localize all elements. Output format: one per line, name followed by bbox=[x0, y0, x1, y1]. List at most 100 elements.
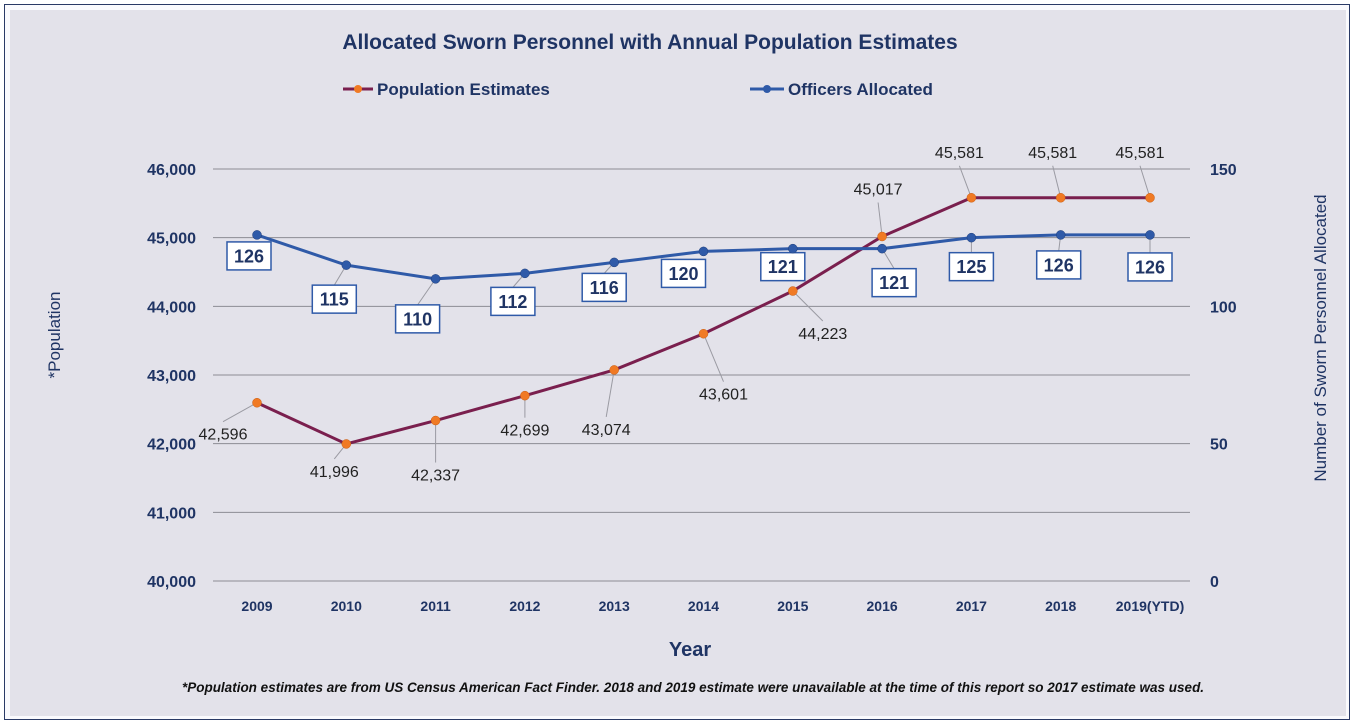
population-point bbox=[252, 397, 262, 408]
population-point bbox=[520, 390, 530, 401]
population-point bbox=[788, 286, 798, 296]
left-tick-label: 42,000 bbox=[147, 437, 196, 454]
population-line bbox=[256, 196, 1150, 446]
officers-label-box bbox=[871, 267, 917, 298]
population-leader-line bbox=[605, 369, 615, 418]
population-data-label: 45,017 bbox=[854, 181, 903, 198]
gridlines bbox=[213, 168, 1190, 582]
officers-label-box bbox=[760, 251, 806, 282]
x-axis-ticks: 2009 2010 2011 2012 2013 2014 2015 2016 2017 2018… bbox=[241, 598, 1184, 614]
population-data-label: 44,223 bbox=[798, 326, 847, 343]
x-axis-label: Year bbox=[669, 639, 711, 661]
series-officers: 126 115 110 112 116 120 121 121 125 126 126 bbox=[226, 230, 1173, 334]
population-data-label: 41,996 bbox=[310, 464, 359, 481]
population-point bbox=[341, 439, 352, 449]
population-leader-line bbox=[1139, 165, 1151, 198]
population-data-label: 45,581 bbox=[1116, 145, 1165, 162]
chart-panel bbox=[10, 10, 1346, 716]
officers-data-label: 126 bbox=[1135, 257, 1165, 277]
left-tick-label: 40,000 bbox=[147, 574, 196, 591]
population-data-label: 45,581 bbox=[935, 145, 984, 162]
officers-data-label: 110 bbox=[403, 309, 432, 329]
legend-swatch-officers-marker bbox=[763, 85, 771, 93]
x-tick-label: 2017 bbox=[956, 598, 987, 614]
right-tick-label: 100 bbox=[1210, 299, 1237, 316]
x-tick-label: 2010 bbox=[331, 598, 362, 614]
population-leader-line bbox=[703, 333, 724, 382]
officers-point bbox=[252, 230, 262, 240]
officers-data-label: 126 bbox=[234, 246, 264, 266]
left-axis-label: *Population bbox=[45, 292, 64, 379]
left-tick-label: 46,000 bbox=[147, 162, 196, 179]
officers-data-label: 125 bbox=[956, 257, 986, 277]
footnote: *Population estimates are from US Census… bbox=[182, 680, 1204, 695]
right-tick-label: 0 bbox=[1210, 574, 1219, 591]
legend: Population Estimates Officers Allocated bbox=[343, 80, 933, 99]
population-point bbox=[966, 193, 977, 203]
population-leader-line bbox=[877, 202, 883, 237]
right-tick-label: 50 bbox=[1210, 437, 1228, 454]
left-tick-label: 41,000 bbox=[147, 505, 196, 522]
chart-title: Allocated Sworn Personnel with Annual Po… bbox=[342, 31, 957, 54]
officers-label-box bbox=[948, 251, 995, 282]
x-tick-label: 2009 bbox=[241, 598, 272, 614]
officers-data-label: 116 bbox=[590, 278, 619, 298]
officers-point bbox=[966, 232, 977, 243]
population-point bbox=[1145, 193, 1155, 203]
officers-point bbox=[698, 246, 709, 257]
x-tick-label: 2019(YTD) bbox=[1116, 598, 1184, 614]
x-tick-label: 2015 bbox=[777, 598, 808, 614]
population-data-label: 45,581 bbox=[1028, 145, 1077, 162]
legend-item-officers: Officers Allocated bbox=[750, 80, 933, 99]
population-point bbox=[430, 415, 441, 426]
right-axis-ticks: 0 50 100 150 bbox=[1210, 162, 1237, 591]
officers-label-box bbox=[1035, 250, 1082, 280]
officers-label-box bbox=[311, 284, 358, 314]
officers-point bbox=[430, 274, 441, 284]
officers-label-box bbox=[226, 241, 272, 271]
x-tick-label: 2014 bbox=[688, 598, 719, 614]
right-axis-label: Number of Sworn Personnel Allocated bbox=[1311, 194, 1330, 481]
officers-label-box bbox=[394, 304, 441, 334]
population-data-label: 42,699 bbox=[500, 423, 549, 440]
officers-point bbox=[609, 257, 619, 268]
officers-data-label: 115 bbox=[320, 290, 349, 310]
officers-label-box bbox=[490, 286, 536, 317]
series-population: 42,596 41,996 42,337 42,699 43,074 43,601 44,2… bbox=[199, 145, 1165, 485]
x-tick-label: 2013 bbox=[599, 598, 630, 614]
officers-point bbox=[520, 268, 530, 279]
legend-label-population: Population Estimates bbox=[377, 80, 550, 99]
legend-item-population: Population Estimates bbox=[343, 80, 550, 99]
officers-label-box bbox=[660, 258, 707, 289]
population-data-label: 42,337 bbox=[411, 468, 460, 485]
population-data-label: 43,074 bbox=[582, 422, 631, 439]
left-tick-label: 43,000 bbox=[147, 368, 196, 385]
officers-point bbox=[341, 260, 352, 270]
population-point bbox=[609, 365, 619, 375]
officers-data-label: 112 bbox=[498, 292, 527, 312]
population-leader-line bbox=[958, 165, 972, 198]
population-leader-line bbox=[222, 402, 258, 423]
officers-data-label: 120 bbox=[668, 264, 698, 284]
officers-data-label: 121 bbox=[768, 257, 798, 277]
officers-point bbox=[1145, 230, 1155, 240]
population-data-label: 43,601 bbox=[699, 387, 748, 404]
officers-leader-line bbox=[417, 278, 437, 306]
officers-point bbox=[1055, 230, 1066, 240]
x-tick-label: 2018 bbox=[1045, 598, 1076, 614]
officers-label-box bbox=[1127, 252, 1173, 282]
population-leader-line bbox=[792, 290, 824, 322]
right-tick-label: 150 bbox=[1210, 162, 1237, 179]
officers-label-box bbox=[581, 272, 627, 303]
population-point bbox=[877, 231, 887, 242]
x-tick-label: 2016 bbox=[867, 598, 898, 614]
legend-label-officers: Officers Allocated bbox=[788, 80, 933, 99]
left-axis-ticks: 40,000 41,000 42,000 43,000 44,000 45,000 46,0… bbox=[147, 162, 196, 591]
population-data-label: 42,596 bbox=[199, 427, 248, 444]
population-point bbox=[1055, 193, 1066, 203]
population-leader-line bbox=[1052, 165, 1062, 198]
officers-point bbox=[877, 243, 887, 254]
x-tick-label: 2012 bbox=[509, 598, 540, 614]
officers-point bbox=[788, 243, 798, 254]
